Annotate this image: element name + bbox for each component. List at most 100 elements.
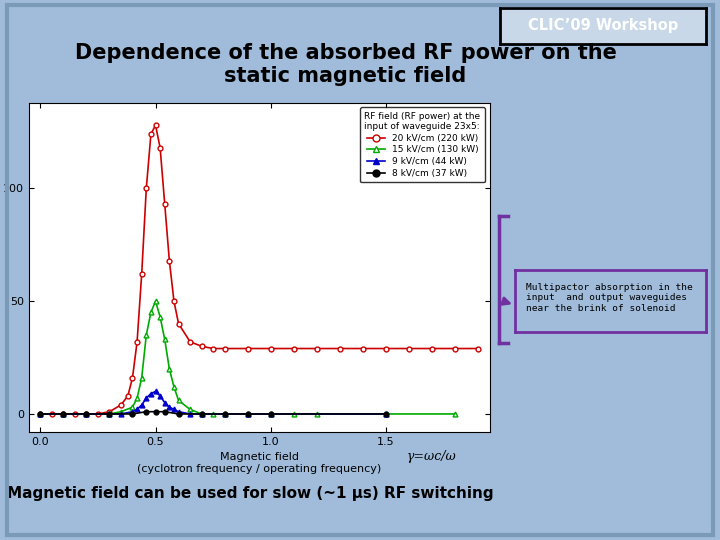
15 kV/cm (130 kW): [220, 411, 229, 417]
9 kV/cm (44 kW): [266, 411, 275, 417]
9 kV/cm (44 kW): [161, 400, 169, 406]
15 kV/cm (130 kW): [197, 411, 206, 417]
20 kV/cm (220 kW): [243, 345, 252, 352]
9 kV/cm (44 kW): [142, 395, 150, 401]
9 kV/cm (44 kW): [138, 402, 146, 408]
15 kV/cm (130 kW): [132, 395, 141, 401]
8 kV/cm (37 kW): [105, 411, 114, 417]
9 kV/cm (44 kW): [128, 408, 137, 415]
20 kV/cm (220 kW): [138, 271, 146, 278]
20 kV/cm (220 kW): [165, 257, 174, 264]
9 kV/cm (44 kW): [59, 411, 68, 417]
15 kV/cm (130 kW): [451, 411, 459, 417]
9 kV/cm (44 kW): [132, 406, 141, 413]
Text: Multipactor absorption in the
input  and output waveguides
near the brink of sol: Multipactor absorption in the input and …: [526, 283, 693, 313]
X-axis label: Magnetic field
(cyclotron frequency / operating frequency): Magnetic field (cyclotron frequency / op…: [137, 453, 382, 474]
20 kV/cm (220 kW): [161, 201, 169, 207]
9 kV/cm (44 kW): [165, 404, 174, 410]
20 kV/cm (220 kW): [59, 411, 68, 417]
20 kV/cm (220 kW): [220, 345, 229, 352]
8 kV/cm (37 kW): [128, 411, 137, 417]
9 kV/cm (44 kW): [147, 390, 156, 397]
8 kV/cm (37 kW): [82, 411, 91, 417]
15 kV/cm (130 kW): [312, 411, 321, 417]
8 kV/cm (37 kW): [59, 411, 68, 417]
20 kV/cm (220 kW): [209, 345, 217, 352]
9 kV/cm (44 kW): [170, 406, 179, 413]
20 kV/cm (220 kW): [174, 320, 183, 327]
9 kV/cm (44 kW): [151, 388, 160, 395]
15 kV/cm (130 kW): [170, 383, 179, 390]
20 kV/cm (220 kW): [186, 339, 194, 345]
15 kV/cm (130 kW): [161, 336, 169, 343]
8 kV/cm (37 kW): [197, 411, 206, 417]
Text: CLIC’09 Workshop: CLIC’09 Workshop: [528, 18, 678, 33]
20 kV/cm (220 kW): [147, 131, 156, 137]
20 kV/cm (220 kW): [289, 345, 298, 352]
15 kV/cm (130 kW): [59, 411, 68, 417]
8 kV/cm (37 kW): [151, 408, 160, 415]
15 kV/cm (130 kW): [36, 411, 45, 417]
20 kV/cm (220 kW): [359, 345, 367, 352]
20 kV/cm (220 kW): [382, 345, 390, 352]
15 kV/cm (130 kW): [382, 411, 390, 417]
15 kV/cm (130 kW): [156, 314, 164, 320]
20 kV/cm (220 kW): [142, 185, 150, 192]
20 kV/cm (220 kW): [428, 345, 436, 352]
9 kV/cm (44 kW): [82, 411, 91, 417]
15 kV/cm (130 kW): [186, 406, 194, 413]
9 kV/cm (44 kW): [382, 411, 390, 417]
8 kV/cm (37 kW): [243, 411, 252, 417]
8 kV/cm (37 kW): [161, 408, 169, 415]
8 kV/cm (37 kW): [266, 411, 275, 417]
9 kV/cm (44 kW): [156, 393, 164, 399]
15 kV/cm (130 kW): [151, 298, 160, 305]
20 kV/cm (220 kW): [94, 411, 102, 417]
20 kV/cm (220 kW): [451, 345, 459, 352]
15 kV/cm (130 kW): [128, 404, 137, 410]
9 kV/cm (44 kW): [174, 408, 183, 415]
9 kV/cm (44 kW): [186, 411, 194, 417]
20 kV/cm (220 kW): [117, 402, 125, 408]
15 kV/cm (130 kW): [209, 411, 217, 417]
9 kV/cm (44 kW): [36, 411, 45, 417]
20 kV/cm (220 kW): [71, 411, 79, 417]
20 kV/cm (220 kW): [36, 411, 45, 417]
20 kV/cm (220 kW): [474, 345, 482, 352]
Line: 15 kV/cm (130 kW): 15 kV/cm (130 kW): [38, 299, 457, 416]
20 kV/cm (220 kW): [197, 343, 206, 349]
15 kV/cm (130 kW): [289, 411, 298, 417]
15 kV/cm (130 kW): [105, 411, 114, 417]
15 kV/cm (130 kW): [174, 397, 183, 404]
8 kV/cm (37 kW): [142, 408, 150, 415]
20 kV/cm (220 kW): [336, 345, 344, 352]
20 kV/cm (220 kW): [170, 298, 179, 305]
15 kV/cm (130 kW): [147, 309, 156, 316]
20 kV/cm (220 kW): [266, 345, 275, 352]
8 kV/cm (37 kW): [174, 411, 183, 417]
Text: Magnetic field can be used for slow (~1 μs) RF switching: Magnetic field can be used for slow (~1 …: [7, 486, 493, 501]
8 kV/cm (37 kW): [382, 411, 390, 417]
20 kV/cm (220 kW): [128, 375, 137, 381]
20 kV/cm (220 kW): [132, 339, 141, 345]
8 kV/cm (37 kW): [220, 411, 229, 417]
Line: 20 kV/cm (220 kW): 20 kV/cm (220 kW): [38, 123, 480, 416]
8 kV/cm (37 kW): [36, 411, 45, 417]
15 kV/cm (130 kW): [138, 375, 146, 381]
20 kV/cm (220 kW): [48, 411, 56, 417]
15 kV/cm (130 kW): [117, 408, 125, 415]
20 kV/cm (220 kW): [105, 408, 114, 415]
9 kV/cm (44 kW): [243, 411, 252, 417]
Text: Dependence of the absorbed RF power on the
static magnetic field: Dependence of the absorbed RF power on t…: [75, 43, 616, 86]
Line: 9 kV/cm (44 kW): 9 kV/cm (44 kW): [38, 389, 388, 416]
9 kV/cm (44 kW): [117, 411, 125, 417]
20 kV/cm (220 kW): [82, 411, 91, 417]
15 kV/cm (130 kW): [243, 411, 252, 417]
9 kV/cm (44 kW): [220, 411, 229, 417]
15 kV/cm (130 kW): [82, 411, 91, 417]
20 kV/cm (220 kW): [151, 122, 160, 129]
20 kV/cm (220 kW): [124, 393, 132, 399]
15 kV/cm (130 kW): [266, 411, 275, 417]
Line: 8 kV/cm (37 kW): 8 kV/cm (37 kW): [38, 409, 388, 416]
15 kV/cm (130 kW): [142, 332, 150, 338]
